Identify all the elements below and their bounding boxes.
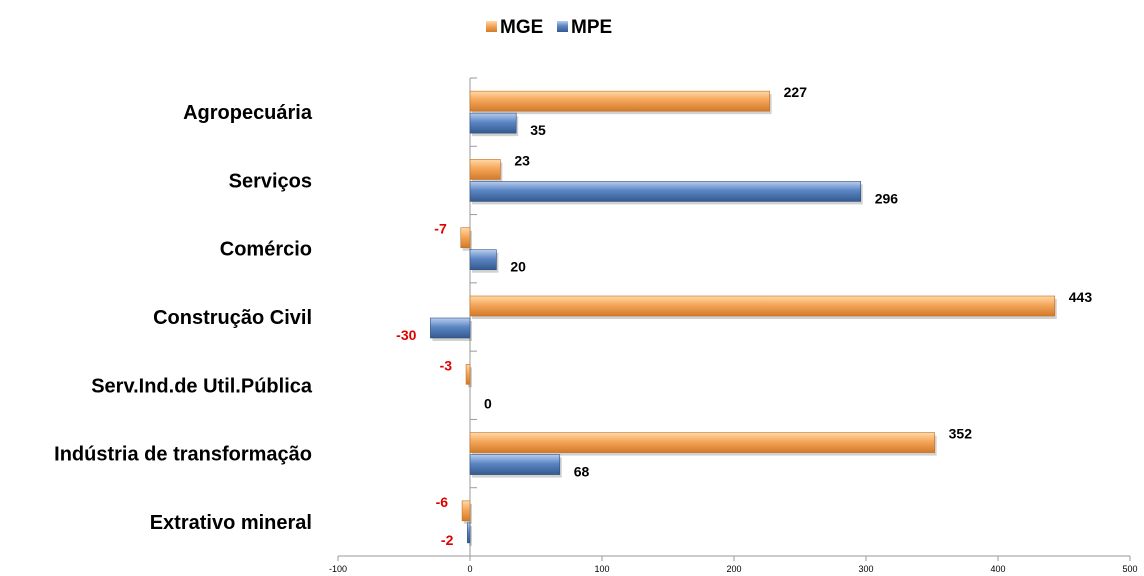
data-label-mpe: 0 bbox=[484, 395, 492, 411]
data-label-mge: -6 bbox=[436, 494, 449, 510]
bar-mge bbox=[460, 227, 471, 249]
category-label: Extrativo mineral bbox=[150, 512, 312, 534]
x-tick-label: 500 bbox=[1122, 564, 1137, 574]
bar-mpe bbox=[469, 454, 561, 475]
category-label: Serv.Ind.de Util.Pública bbox=[91, 375, 313, 397]
data-label-mge: 23 bbox=[514, 152, 530, 168]
bar-mpe bbox=[469, 249, 497, 271]
legend-label-mge: MGE bbox=[500, 17, 543, 38]
x-tick-label: 100 bbox=[594, 564, 609, 574]
data-label-mge: -3 bbox=[440, 357, 453, 373]
bar-shadow-mpe bbox=[469, 525, 472, 546]
bar-mge bbox=[469, 295, 1056, 317]
x-tick-label: 0 bbox=[467, 564, 472, 574]
category-label: Agropecuária bbox=[183, 102, 313, 124]
data-label-mge: 227 bbox=[784, 84, 808, 100]
bars bbox=[430, 90, 1057, 546]
x-tick-label: 300 bbox=[858, 564, 873, 574]
bar-mpe bbox=[430, 317, 471, 339]
category-label: Construção Civil bbox=[153, 307, 312, 329]
data-label-mpe: 296 bbox=[875, 190, 899, 206]
data-label-mpe: 68 bbox=[574, 464, 590, 480]
data-label-mge: -7 bbox=[434, 221, 447, 237]
data-label-mge: 352 bbox=[949, 426, 973, 442]
bar-mge bbox=[465, 363, 471, 385]
data-label-mpe: 35 bbox=[530, 122, 546, 138]
data-label-mpe: 20 bbox=[510, 259, 526, 275]
bar-mge bbox=[469, 90, 770, 112]
legend-label-mpe: MPE bbox=[571, 17, 612, 38]
bar-mge bbox=[469, 159, 501, 180]
data-label-mge: 443 bbox=[1069, 289, 1093, 305]
bar-mpe bbox=[469, 112, 517, 134]
bar-mpe bbox=[467, 522, 471, 544]
x-tick-label: -100 bbox=[329, 564, 347, 574]
bar-mpe bbox=[469, 181, 862, 202]
category-label: Comércio bbox=[220, 239, 312, 261]
category-labels: Agropecuária Serviços Comércio Construção C… bbox=[54, 102, 313, 534]
legend-swatch-mpe bbox=[557, 21, 568, 32]
x-tick-label: 200 bbox=[726, 564, 741, 574]
data-labels: 227 23 -7 443 -3 352 -6 35 296 20 -30 0 68 -2 bbox=[396, 84, 1092, 548]
x-tick-label: 400 bbox=[990, 564, 1005, 574]
category-label: Serviços bbox=[229, 170, 312, 192]
data-label-mpe: -30 bbox=[396, 327, 416, 343]
legend: MGE MPE bbox=[486, 17, 612, 38]
bar-mge bbox=[469, 432, 935, 453]
category-label: Indústria de transformação bbox=[54, 444, 312, 466]
data-label-mpe: -2 bbox=[441, 532, 454, 548]
bar-mge bbox=[461, 500, 471, 522]
legend-swatch-mge bbox=[486, 21, 497, 32]
axes: -100 0 100 200 300 400 500 bbox=[329, 77, 1138, 574]
